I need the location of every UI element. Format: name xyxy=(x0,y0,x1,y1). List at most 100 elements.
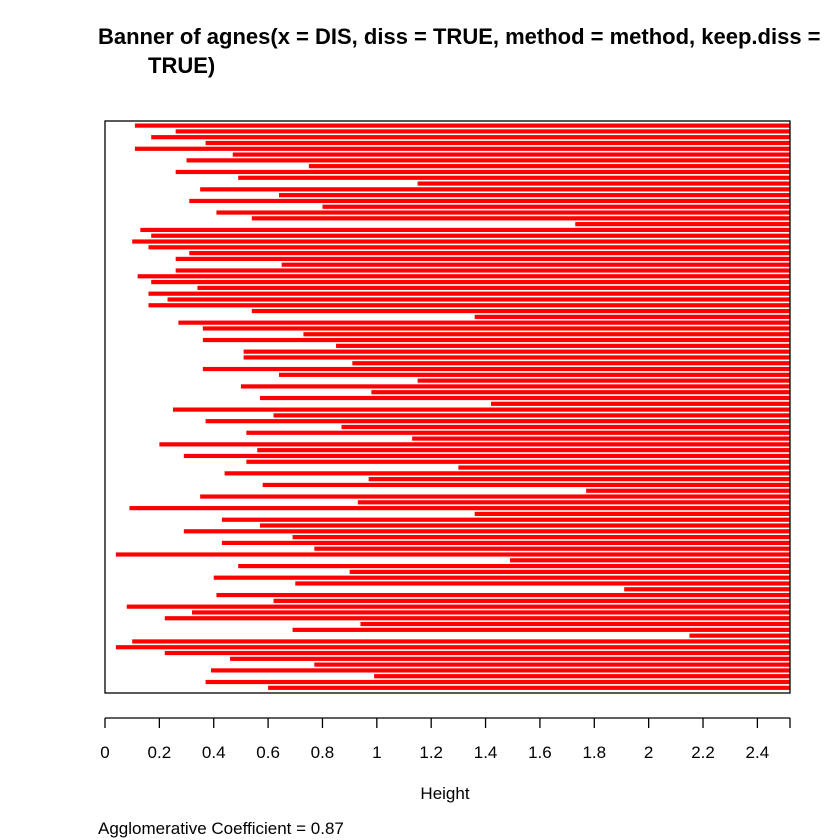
x-axis-tick-label: 2 xyxy=(644,743,653,762)
banner-bar xyxy=(490,401,790,406)
banner-bar xyxy=(175,129,790,134)
banner-bar xyxy=(221,540,791,546)
x-axis-tick-label: 0 xyxy=(100,743,109,762)
banner-bar xyxy=(151,135,790,140)
banner-bar xyxy=(200,494,790,499)
banner-bar xyxy=(336,343,790,348)
banner-bar xyxy=(224,471,791,476)
banner-bar xyxy=(140,227,791,233)
banner-bar xyxy=(243,355,790,360)
banner-bar xyxy=(360,621,790,627)
banner-bar xyxy=(115,552,790,557)
banner-bar xyxy=(221,517,791,522)
banner-bar xyxy=(292,535,790,540)
x-axis-tick-label: 1.4 xyxy=(474,743,498,762)
banner-bar xyxy=(243,349,790,354)
banner-bar xyxy=(322,204,790,209)
banner-bar xyxy=(148,291,790,296)
banner-bar xyxy=(586,488,790,493)
banner-bar xyxy=(273,413,790,418)
x-axis-tick-label: 1.2 xyxy=(419,743,443,762)
banner-bar xyxy=(197,285,790,290)
banner-bar xyxy=(240,384,790,389)
x-axis-tick-label: 0.6 xyxy=(256,743,280,762)
x-axis-tick-label: 1.8 xyxy=(582,743,606,762)
banner-bar xyxy=(134,146,791,151)
x-axis-tick-label: 0.4 xyxy=(202,743,226,762)
banner-bar xyxy=(268,685,791,690)
banner-bar xyxy=(349,569,790,574)
banner-bar xyxy=(259,523,790,528)
banner-bar xyxy=(341,424,790,430)
chart-title-line2: TRUE) xyxy=(148,53,215,78)
banner-bar xyxy=(314,662,790,667)
banner-bar xyxy=(167,297,790,302)
banner-bar xyxy=(115,645,790,650)
banner-bar xyxy=(178,320,791,325)
banner-bar xyxy=(278,372,790,377)
banner-bar xyxy=(251,216,791,221)
x-axis-label: Height xyxy=(420,784,469,803)
banner-bar xyxy=(164,616,791,621)
banner-bar xyxy=(132,639,790,644)
banner-bar xyxy=(417,181,790,186)
banner-bar xyxy=(262,482,791,488)
banner-bar xyxy=(357,500,790,505)
banner-bar xyxy=(175,268,790,273)
banner-bar xyxy=(251,308,791,314)
banner-bar xyxy=(458,465,790,470)
banner-bar xyxy=(474,511,790,517)
banner-bar xyxy=(295,581,790,586)
banner-bar xyxy=(129,506,790,511)
banner-bar xyxy=(238,175,790,180)
banner-bar xyxy=(148,245,790,250)
banner-bar xyxy=(183,529,791,534)
agglomerative-coefficient: Agglomerative Coefficient = 0.87 xyxy=(98,819,344,838)
banner-bar xyxy=(191,610,790,615)
x-axis: 0 0.2 0.4 0.6 0.8 1 1.2 1.4 1.6 1.8 2 2.2 2.4 xyxy=(100,717,791,762)
banner-bar xyxy=(213,575,790,580)
banner-bar xyxy=(211,668,790,673)
banner-bar xyxy=(417,378,790,383)
banner-bar xyxy=(216,592,790,598)
banner-bar xyxy=(137,274,791,279)
banner-bar xyxy=(374,674,790,679)
banner-bar xyxy=(238,563,790,569)
banner-bar xyxy=(164,650,791,656)
banner-bar xyxy=(273,598,790,603)
banner-bar xyxy=(230,656,791,661)
banner-bar xyxy=(159,442,790,447)
banner-bar xyxy=(202,366,790,372)
banner-bar xyxy=(689,633,790,638)
banner-bar xyxy=(200,187,790,192)
x-axis-tick-label: 1 xyxy=(372,743,381,762)
banner-bar xyxy=(205,679,791,685)
banner-bar xyxy=(189,251,790,256)
banner-bar xyxy=(205,419,791,424)
banner-bar xyxy=(371,390,790,395)
banner-bar xyxy=(624,587,790,592)
banner-bar xyxy=(186,158,791,163)
x-axis-tick-label: 1.6 xyxy=(528,743,552,762)
banner-bar xyxy=(368,477,790,482)
banner-bar xyxy=(132,239,790,244)
banner-bar xyxy=(412,436,790,441)
banner-bar xyxy=(281,262,790,267)
banner-bar xyxy=(126,604,790,609)
banner-bar xyxy=(303,332,790,337)
banner-bar xyxy=(202,337,790,343)
banner-bar xyxy=(292,627,790,632)
banner-bars xyxy=(115,123,791,690)
banner-bar xyxy=(259,395,790,401)
banner-bar xyxy=(314,546,790,551)
x-axis-tick-label: 2.2 xyxy=(691,743,715,762)
banner-bar xyxy=(246,430,790,435)
x-axis-tick-label: 0.2 xyxy=(148,743,172,762)
banner-bar xyxy=(202,326,790,331)
banner-bar xyxy=(474,314,790,319)
banner-bar xyxy=(151,233,790,238)
banner-bar xyxy=(257,448,790,453)
banner-bar xyxy=(151,279,790,285)
banner-bar xyxy=(172,407,790,412)
banner-bar xyxy=(246,459,790,464)
